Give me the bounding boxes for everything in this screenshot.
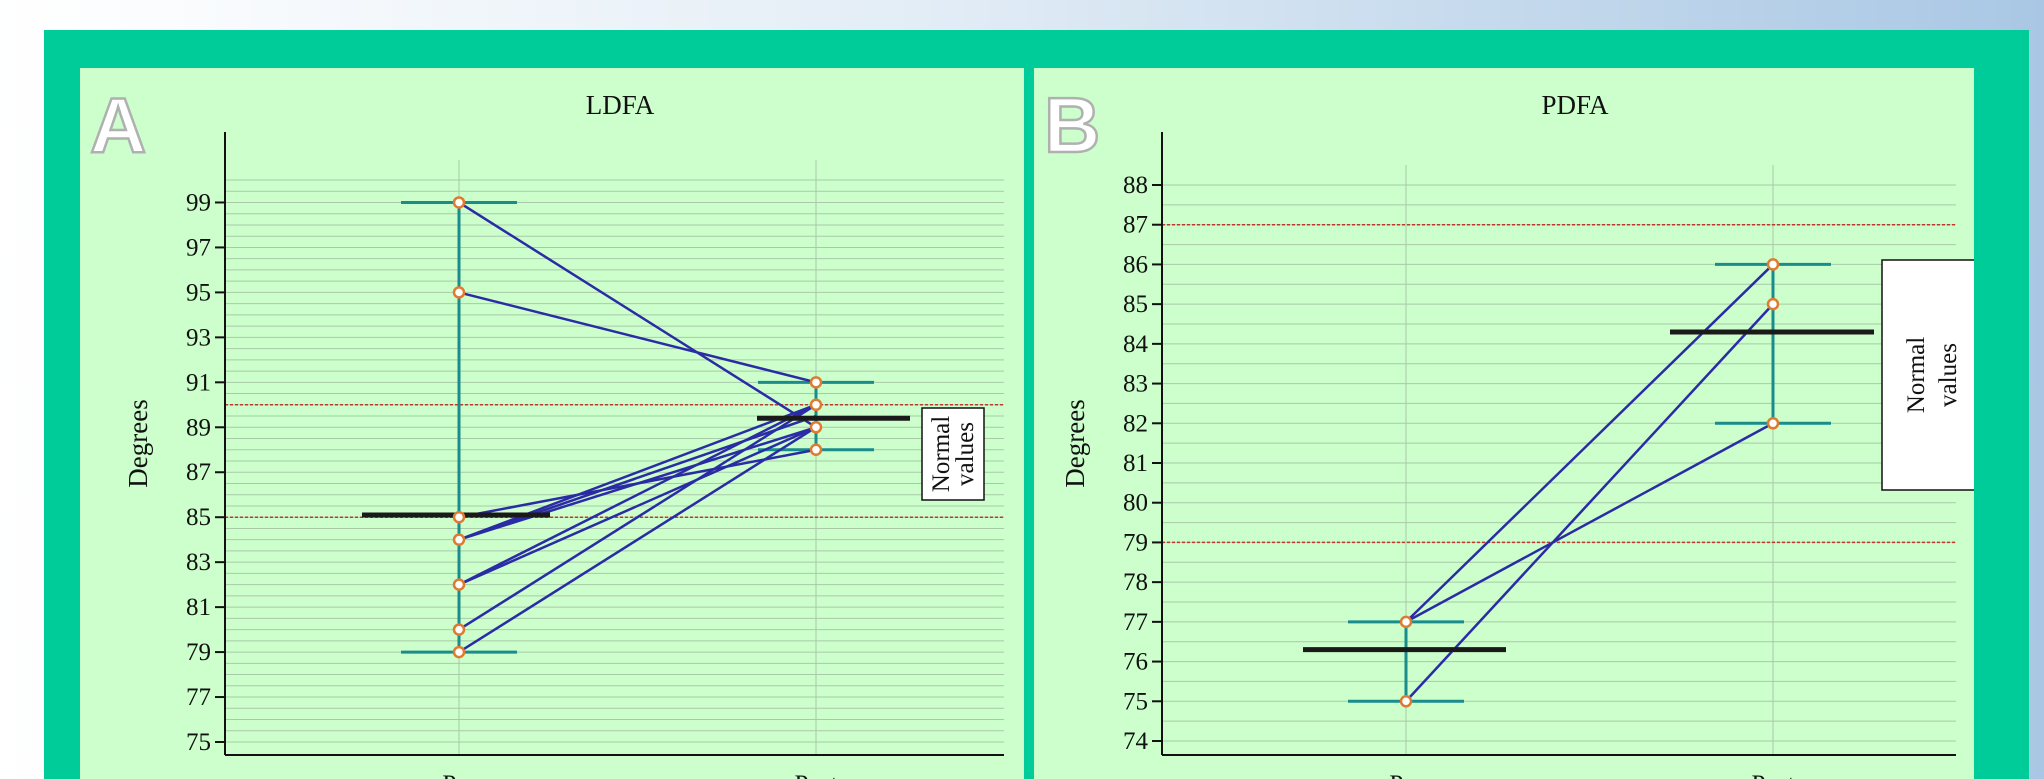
y-axis-label: Degrees <box>1060 399 1090 487</box>
y-tick-label: 74 <box>1123 728 1149 755</box>
data-point <box>452 533 466 546</box>
normal-values-box <box>921 407 985 501</box>
data-point <box>1766 417 1780 430</box>
chart-title: PDFA <box>1541 90 1609 120</box>
data-point <box>452 286 466 299</box>
y-axis-label: Degrees <box>123 399 153 487</box>
y-tick-label: 88 <box>1123 172 1148 199</box>
normal-values-label: values <box>952 422 979 486</box>
data-point <box>809 443 823 457</box>
panel-letter: A <box>90 81 146 169</box>
y-tick-label: 77 <box>186 684 211 711</box>
patient-line <box>1405 303 1774 703</box>
y-tick-label: 79 <box>186 639 211 666</box>
patient-line <box>458 426 817 541</box>
data-point <box>452 623 466 636</box>
data-point <box>452 645 466 659</box>
y-tick-label: 81 <box>1123 450 1148 477</box>
y-tick-label: 77 <box>1123 609 1148 636</box>
y-tick-label: 83 <box>1123 371 1148 398</box>
data-point <box>809 376 823 389</box>
panel-a: 75 77 79 81 83 85 87 89 91 93 95 97 99 Pre Post Degrees… <box>80 68 1024 779</box>
y-tick-label: 85 <box>1123 291 1148 318</box>
data-point <box>452 196 466 209</box>
y-tick-label: 84 <box>1123 331 1149 358</box>
chart-title: LDFA <box>586 90 655 120</box>
data-point <box>452 578 466 591</box>
y-tick-label: 91 <box>186 369 211 396</box>
x-tick-label: Post <box>794 771 837 779</box>
patient-line <box>458 403 817 586</box>
data-point <box>809 421 823 434</box>
chart-pdfa: 74 75 76 77 78 79 80 81 82 83 84 85 86 87 88 Pre Post Deg… <box>1043 80 1974 779</box>
panel-letter: B <box>1044 81 1100 169</box>
data-point <box>1766 297 1780 311</box>
y-tick-label: 87 <box>1123 212 1148 239</box>
y-tick-label: 99 <box>186 189 211 216</box>
patient-line <box>1405 422 1774 623</box>
normal-values-box <box>1881 259 1974 491</box>
y-tick-label: 78 <box>1123 569 1148 596</box>
data-point <box>1399 615 1413 629</box>
patient-line <box>458 291 817 384</box>
panel-b: 74 75 76 77 78 79 80 81 82 83 84 85 86 87 88 Pre Post Deg… <box>1034 68 1974 779</box>
y-tick-label: 79 <box>1123 529 1148 556</box>
patient-line <box>1405 263 1774 623</box>
y-tick-label: 89 <box>186 414 211 441</box>
y-tick-label: 75 <box>186 729 211 756</box>
x-tick-label: Post <box>1751 771 1794 779</box>
y-tick-label: 97 <box>186 234 211 261</box>
patient-line <box>458 403 817 631</box>
y-tick-label: 85 <box>186 504 211 531</box>
normal-values-label: Normal <box>928 416 955 492</box>
patient-line <box>458 414 817 541</box>
data-point <box>1766 258 1780 271</box>
data-point <box>809 398 823 412</box>
patient-line <box>458 426 817 654</box>
y-tick-label: 80 <box>1123 490 1148 517</box>
y-tick-label: 87 <box>186 459 211 486</box>
normal-values-label: Normal <box>1903 337 1930 413</box>
y-tick-label: 83 <box>186 549 211 576</box>
y-tick-label: 95 <box>186 279 211 306</box>
y-tick-label: 82 <box>1123 410 1148 437</box>
figure-frame: 75 77 79 81 83 85 87 89 91 93 95 97 99 Pre Post Degrees… <box>44 30 2029 779</box>
chart-ldfa: 75 77 79 81 83 85 87 89 91 93 95 97 99 Pre Post Degrees… <box>89 80 1004 779</box>
y-tick-label: 81 <box>186 594 211 621</box>
y-tick-label: 76 <box>1123 649 1148 676</box>
data-point <box>452 510 466 524</box>
y-tick-label: 93 <box>186 324 211 351</box>
data-point <box>1399 695 1413 708</box>
x-tick-label: Pre <box>442 771 475 779</box>
normal-values-label: values <box>1935 343 1962 407</box>
y-tick-label: 86 <box>1123 251 1148 278</box>
y-tick-label: 75 <box>1123 688 1148 715</box>
x-tick-label: Pre <box>1389 771 1422 779</box>
patient-line <box>458 426 817 586</box>
patient-line <box>458 201 817 429</box>
